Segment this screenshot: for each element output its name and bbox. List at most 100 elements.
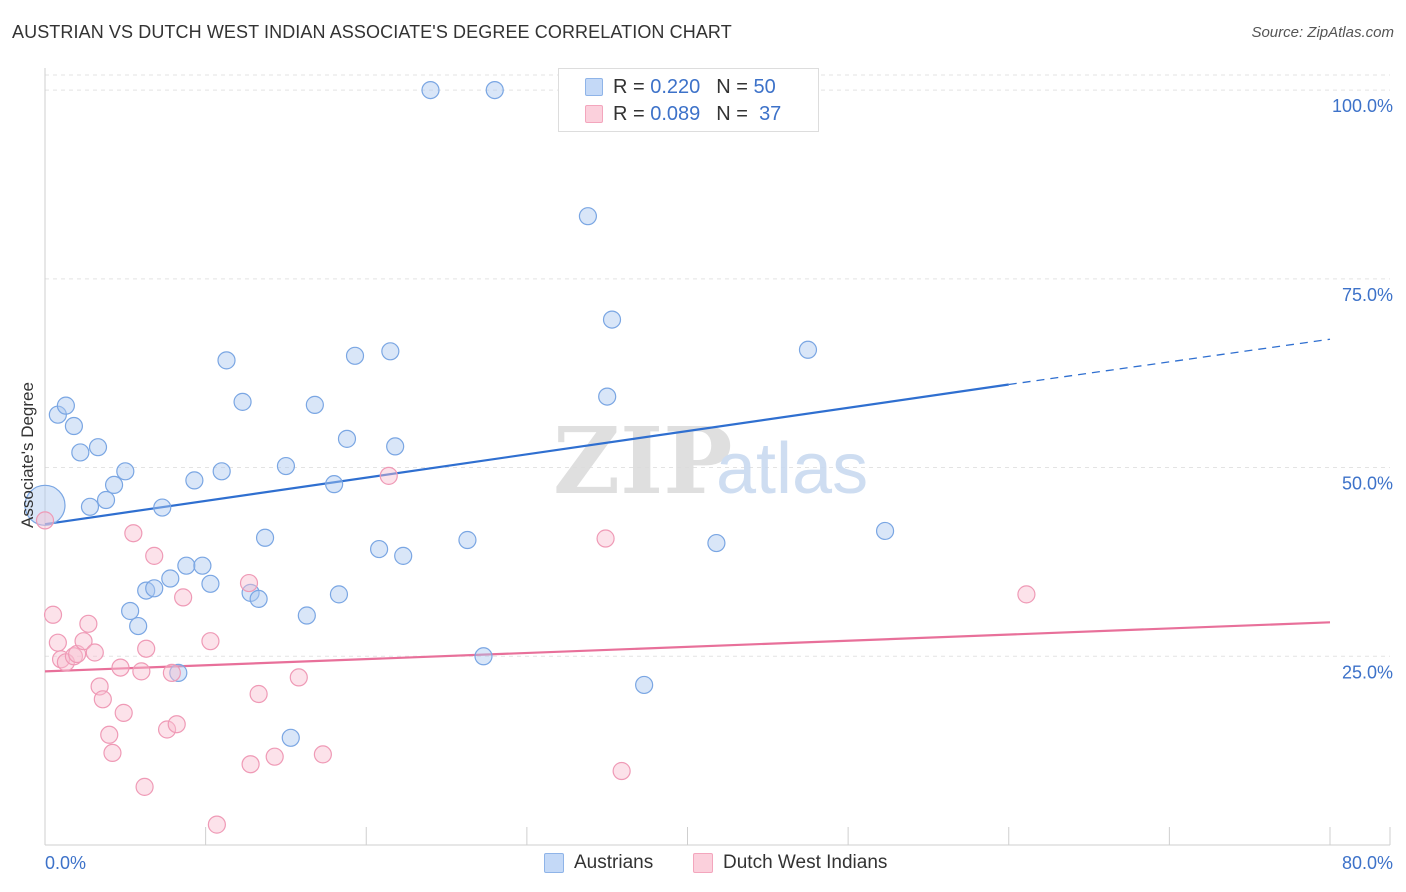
point-austrians <box>329 585 349 604</box>
watermark-zip: ZIP <box>553 407 732 515</box>
legend-n-label: N = <box>716 75 748 98</box>
legend-swatch-dutch-west-indians <box>585 105 603 123</box>
point-austrians <box>249 589 268 609</box>
point-austrians <box>337 429 357 448</box>
point-austrians <box>598 387 617 406</box>
point-dutch-west-indians <box>79 614 98 633</box>
point-dutch-west-indians <box>249 684 268 704</box>
point-dutch-west-indians <box>207 815 226 834</box>
bottom-legend-label-dutch-west-indians: Dutch West Indians <box>723 852 888 873</box>
point-austrians <box>578 207 598 226</box>
point-austrians <box>64 416 84 436</box>
chart-title: AUSTRIAN VS DUTCH WEST INDIAN ASSOCIATE'… <box>12 22 732 42</box>
legend-swatch-austrians <box>585 78 603 96</box>
x-tick-label: 80.0% <box>1342 853 1393 873</box>
point-austrians <box>177 556 196 575</box>
point-dutch-west-indians <box>124 524 143 543</box>
point-dutch-west-indians <box>612 761 631 781</box>
data-points <box>24 80 1036 834</box>
trend-line-extension-austrians <box>1008 338 1331 386</box>
point-austrians <box>24 484 66 526</box>
point-austrians <box>345 346 365 365</box>
point-dutch-west-indians <box>48 633 67 652</box>
point-austrians <box>121 601 140 621</box>
point-dutch-west-indians <box>1017 585 1036 604</box>
point-austrians <box>305 395 324 414</box>
point-dutch-west-indians <box>111 658 130 677</box>
tick-labels: 25.0% 50.0% 75.0% 100.0% 0.0% 80.0% <box>45 96 1393 873</box>
bottom-legend-austrians: Austrians <box>544 852 653 874</box>
axes <box>44 68 1391 846</box>
bottom-legend-swatch-dutch-west-indians <box>693 853 713 873</box>
bottom-legend-label-austrians: Austrians <box>574 852 654 873</box>
point-dutch-west-indians <box>93 690 112 709</box>
point-austrians <box>297 606 316 625</box>
source-label: Source: ZipAtlas.com <box>1251 24 1394 41</box>
y-tick-label: 25.0% <box>1342 662 1393 682</box>
trend-lines <box>44 338 1331 673</box>
point-austrians <box>153 498 172 517</box>
legend-n-label: N = <box>716 102 748 125</box>
point-austrians <box>201 574 220 593</box>
y-tick-label: 50.0% <box>1342 474 1393 494</box>
watermark: ZIP atlas <box>553 407 868 515</box>
point-austrians <box>325 475 344 494</box>
y-axis-label: Associate's Degree <box>18 382 37 528</box>
legend-n-value: 50 <box>753 75 776 98</box>
point-austrians <box>233 392 252 411</box>
legend-n-value: 37 <box>759 102 782 125</box>
point-austrians <box>56 396 75 415</box>
point-austrians <box>875 521 895 541</box>
point-austrians <box>458 530 477 550</box>
legend-row-dutch-west-indians: R = 0.089 N = 37 <box>585 101 781 127</box>
point-austrians <box>71 443 90 462</box>
legend-r-value: 0.089 <box>650 102 701 125</box>
point-austrians <box>193 556 212 575</box>
point-austrians <box>96 490 116 510</box>
point-austrians <box>707 533 726 553</box>
point-austrians <box>161 569 180 588</box>
point-dutch-west-indians <box>135 777 154 796</box>
point-austrians <box>212 462 231 481</box>
point-austrians <box>602 310 622 329</box>
legend-r-label: R = <box>613 75 645 98</box>
point-dutch-west-indians <box>167 715 186 734</box>
point-dutch-west-indians <box>114 703 133 722</box>
point-dutch-west-indians <box>35 511 55 530</box>
bottom-legend-dutch-west-indians: Dutch West Indians <box>693 852 887 874</box>
point-austrians <box>116 462 135 481</box>
point-dutch-west-indians <box>265 747 284 766</box>
point-austrians <box>104 475 124 495</box>
bottom-legend-swatch-austrians <box>544 853 564 873</box>
point-dutch-west-indians <box>74 632 93 651</box>
point-austrians <box>485 80 504 100</box>
gridlines <box>45 74 1390 657</box>
y-tick-label: 100.0% <box>1332 96 1393 116</box>
point-austrians <box>370 539 389 559</box>
trend-line-austrians <box>44 383 1009 526</box>
point-austrians <box>185 471 204 490</box>
point-dutch-west-indians <box>162 663 181 682</box>
point-austrians <box>474 647 493 666</box>
point-dutch-west-indians <box>43 605 63 624</box>
point-dutch-west-indians <box>239 573 259 593</box>
point-dutch-west-indians <box>157 720 177 739</box>
point-austrians <box>145 579 164 598</box>
legend-r-value: 0.220 <box>650 75 701 98</box>
point-dutch-west-indians <box>174 588 193 607</box>
trend-line-dutch-west-indians <box>44 621 1331 673</box>
point-austrians <box>276 456 296 476</box>
point-austrians <box>80 497 100 516</box>
point-austrians <box>386 437 405 456</box>
point-austrians <box>217 351 236 370</box>
point-dutch-west-indians <box>241 755 260 774</box>
point-dutch-west-indians <box>132 662 151 681</box>
point-austrians <box>255 528 275 547</box>
point-austrians <box>394 546 413 565</box>
watermark-atlas: atlas <box>716 429 868 509</box>
point-austrians <box>129 616 148 636</box>
point-dutch-west-indians <box>313 745 332 764</box>
point-dutch-west-indians <box>64 647 84 666</box>
point-dutch-west-indians <box>85 643 104 662</box>
point-austrians <box>381 342 400 361</box>
